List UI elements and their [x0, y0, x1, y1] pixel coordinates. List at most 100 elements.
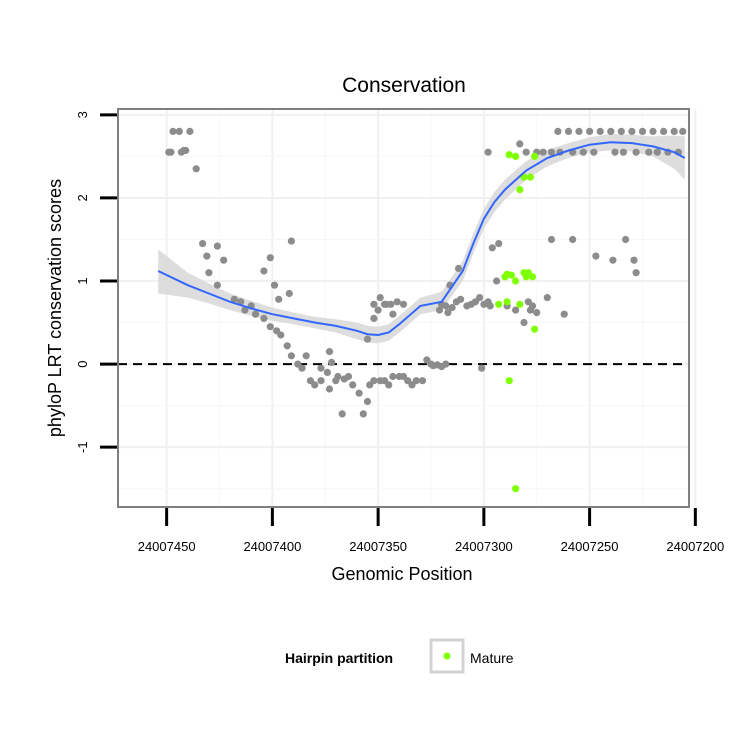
data-point-mature	[516, 300, 524, 308]
data-point-other	[325, 385, 334, 393]
data-point-other	[220, 256, 228, 264]
y-axis-title: phyloP LRT conservation scores	[45, 179, 65, 437]
data-point-other	[205, 269, 213, 277]
data-point-other	[311, 381, 319, 389]
data-point-other	[632, 269, 640, 277]
data-point-other	[520, 318, 528, 327]
data-point-other	[332, 377, 340, 385]
data-point-other	[260, 314, 268, 322]
data-point-other	[609, 256, 617, 264]
data-point-other	[478, 364, 486, 372]
x-tick-label: 24007300	[455, 539, 513, 554]
data-point-other	[349, 381, 357, 389]
data-point-other	[317, 377, 325, 385]
data-point-other	[516, 140, 524, 148]
data-point-other	[590, 148, 598, 156]
confidence-band-layer	[158, 133, 685, 344]
data-point-other	[632, 148, 640, 156]
data-point-other	[628, 127, 636, 135]
data-point-other	[270, 281, 279, 289]
y-tick-label: 0	[75, 360, 90, 367]
data-point-other	[285, 289, 293, 298]
points-mature-layer	[495, 151, 539, 493]
data-point-mature	[505, 377, 513, 385]
data-point-other	[374, 306, 382, 314]
data-point-other	[533, 309, 541, 317]
data-point-other	[389, 310, 397, 318]
data-point-other	[638, 127, 647, 135]
x-tick-label: 24007400	[243, 539, 301, 554]
data-point-other	[399, 300, 408, 308]
data-point-other	[298, 364, 306, 372]
data-point-other	[493, 277, 501, 285]
data-point-other	[393, 298, 401, 306]
legend-key-mature-dot	[443, 652, 451, 660]
points-other-layer	[165, 127, 687, 418]
data-point-other	[203, 252, 211, 260]
chart-title: Conservation	[342, 74, 466, 97]
confidence-band	[158, 133, 685, 344]
data-point-other	[495, 240, 503, 248]
y-tick-label: -1	[75, 441, 90, 453]
x-tick-label: 24007200	[666, 539, 724, 554]
legend: Hairpin partition Mature	[285, 638, 514, 674]
data-point-other	[526, 306, 535, 314]
data-point-other	[575, 127, 583, 135]
data-point-other	[169, 127, 177, 135]
data-point-other	[260, 267, 268, 275]
data-point-other	[619, 148, 628, 156]
data-point-other	[486, 302, 494, 310]
data-point-other	[554, 127, 562, 135]
data-point-other	[266, 323, 274, 331]
data-point-other	[444, 309, 452, 317]
data-point-other	[180, 146, 188, 155]
data-point-mature	[511, 485, 520, 493]
data-point-other	[213, 242, 221, 250]
data-point-other	[199, 240, 207, 248]
data-point-other	[488, 244, 496, 252]
data-point-other	[230, 295, 238, 303]
data-point-other	[186, 127, 194, 135]
data-point-other	[471, 298, 479, 306]
legend-title: Hairpin partition	[285, 650, 393, 666]
data-point-other	[511, 306, 520, 314]
data-point-other	[653, 148, 661, 156]
data-point-other	[596, 127, 604, 135]
y-tick-label: 3	[75, 111, 90, 118]
data-point-other	[522, 148, 530, 156]
data-point-other	[302, 352, 310, 360]
data-point-other	[607, 127, 615, 135]
data-point-other	[287, 237, 295, 245]
data-point-other	[266, 254, 274, 262]
data-point-other	[370, 314, 378, 322]
data-point-mature	[516, 186, 524, 194]
data-point-other	[165, 148, 173, 156]
smooth-line	[157, 141, 686, 337]
data-point-other	[287, 352, 295, 360]
data-point-other	[355, 389, 363, 397]
data-point-other	[251, 310, 260, 318]
data-point-other	[480, 300, 488, 308]
data-point-other	[317, 364, 325, 372]
data-point-other	[376, 294, 384, 302]
data-point-other	[370, 300, 378, 308]
data-point-other	[435, 306, 444, 314]
data-point-other	[670, 127, 678, 135]
data-point-other	[192, 165, 200, 173]
data-point-other	[175, 127, 183, 135]
data-point-mature	[528, 273, 537, 281]
data-point-other	[241, 306, 249, 314]
data-point-other	[325, 348, 334, 356]
data-point-other	[622, 235, 630, 244]
data-point-other	[385, 381, 393, 389]
y-tick-label: 1	[75, 277, 90, 284]
x-axis-ticks: 24007450 24007400 24007350 24007300 24007250…	[138, 508, 724, 554]
data-point-other	[363, 397, 372, 406]
data-point-other	[418, 377, 427, 385]
data-point-other	[579, 148, 587, 156]
data-point-other	[387, 300, 395, 308]
legend-label-mature: Mature	[470, 650, 514, 666]
plot-panel-frame	[117, 108, 690, 508]
data-point-other	[283, 342, 291, 350]
data-point-other	[630, 256, 638, 264]
